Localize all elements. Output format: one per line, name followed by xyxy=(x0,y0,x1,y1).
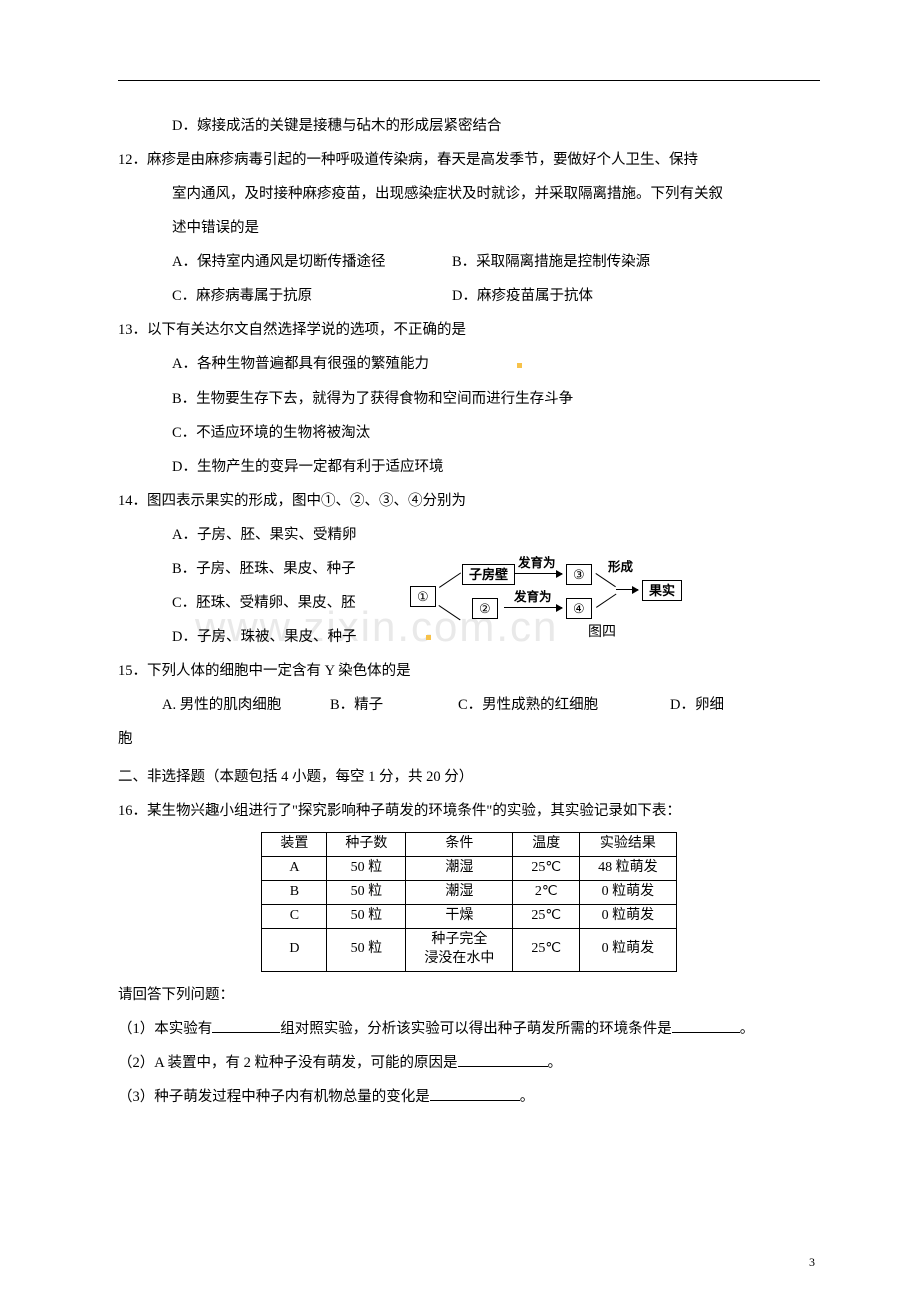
col-result: 实验结果 xyxy=(580,833,677,857)
q15-option-d-cont: 胞 xyxy=(118,722,820,756)
table-row: C 50 粒 干燥 25℃ 0 粒萌发 xyxy=(262,904,676,928)
q16-table: 装置 种子数 条件 温度 实验结果 A 50 粒 潮湿 25℃ 48 粒萌发 B xyxy=(261,832,676,971)
blank xyxy=(212,1017,280,1033)
cell-multiline: 种子完全 浸没在水中 xyxy=(406,928,513,971)
q15-option-d: D．卵细 xyxy=(670,688,724,722)
col-temp: 温度 xyxy=(513,833,580,857)
node-3: ③ xyxy=(566,564,592,585)
q12-option-c: C．麻疹病毒属于抗原 xyxy=(172,279,452,313)
q12-stem: 12．麻疹是由麻疹病毒引起的一种呼吸道传染病，春天是高发季节，要做好个人卫生、保… xyxy=(118,143,820,245)
node-fruit: 果实 xyxy=(642,580,682,601)
q16-sub1: （1）本实验有组对照实验，分析该实验可以得出种子萌发所需的环境条件是。 xyxy=(118,1012,820,1046)
node-zfb: 子房壁 xyxy=(462,564,515,585)
edge-label-dev2: 发育为 xyxy=(514,591,552,604)
q15-option-c: C．男性成熟的红细胞 xyxy=(458,688,670,722)
col-seeds: 种子数 xyxy=(327,833,406,857)
q14-option-a: A．子房、胚、果实、受精卵 xyxy=(118,518,820,552)
edge-label-dev1: 发育为 xyxy=(518,557,556,570)
decorative-dot xyxy=(517,363,522,368)
node-1: ① xyxy=(410,586,436,607)
blank xyxy=(458,1051,548,1067)
q13-option-c: C．不适应环境的生物将被淘汰 xyxy=(118,416,820,450)
q16-sub2: （2）A 装置中，有 2 粒种子没有萌发，可能的原因是。 xyxy=(118,1046,820,1080)
q15-option-a: A. 男性的肌肉细胞 xyxy=(162,688,330,722)
diagram-caption: 图四 xyxy=(588,626,616,640)
blank xyxy=(672,1017,740,1033)
edge-label-form: 形成 xyxy=(608,561,633,574)
q16-sub3: （3）种子萌发过程中种子内有机物总量的变化是。 xyxy=(118,1080,820,1114)
q16-after: 请回答下列问题： xyxy=(118,978,820,1012)
q16-stem: 16．某生物兴趣小组进行了"探究影响种子萌发的环境条件"的实验，其实验记录如下表… xyxy=(118,794,820,828)
header-rule xyxy=(118,80,820,81)
q14-stem: 14．图四表示果实的形成，图中①、②、③、④分别为 xyxy=(118,484,820,518)
q14-diagram: ① 子房壁 ② 发育为 发育为 ③ ④ 形成 果实 图四 xyxy=(410,554,780,649)
node-2: ② xyxy=(472,598,498,619)
q12-option-d: D．麻疹疫苗属于抗体 xyxy=(452,279,593,313)
node-4: ④ xyxy=(566,598,592,619)
q12-option-b: B．采取隔离措施是控制传染源 xyxy=(452,245,650,279)
section2-header: 二、非选择题（本题包括 4 小题，每空 1 分，共 20 分） xyxy=(118,760,820,794)
table-row: A 50 粒 潮湿 25℃ 48 粒萌发 xyxy=(262,857,676,881)
table-row: D 50 粒 种子完全 浸没在水中 25℃ 0 粒萌发 xyxy=(262,928,676,971)
q13-option-a: A．各种生物普遍都具有很强的繁殖能力 xyxy=(118,347,820,381)
blank xyxy=(430,1085,520,1101)
page-number: 3 xyxy=(809,1248,815,1276)
q13-stem: 13．以下有关达尔文自然选择学说的选项，不正确的是 xyxy=(118,313,820,347)
q15-stem: 15．下列人体的细胞中一定含有 Y 染色体的是 xyxy=(118,654,820,688)
q15-option-b: B．精子 xyxy=(330,688,458,722)
q13-option-b: B．生物要生存下去，就得为了获得食物和空间而进行生存斗争 xyxy=(118,382,820,416)
q11-option-d: D．嫁接成活的关键是接穗与砧木的形成层紧密结合 xyxy=(118,109,820,143)
q13-option-d: D．生物产生的变异一定都有利于适应环境 xyxy=(118,450,820,484)
col-cond: 条件 xyxy=(406,833,513,857)
q12-option-a: A．保持室内通风是切断传播途径 xyxy=(172,245,452,279)
table-row: B 50 粒 潮湿 2℃ 0 粒萌发 xyxy=(262,881,676,905)
col-device: 装置 xyxy=(262,833,327,857)
